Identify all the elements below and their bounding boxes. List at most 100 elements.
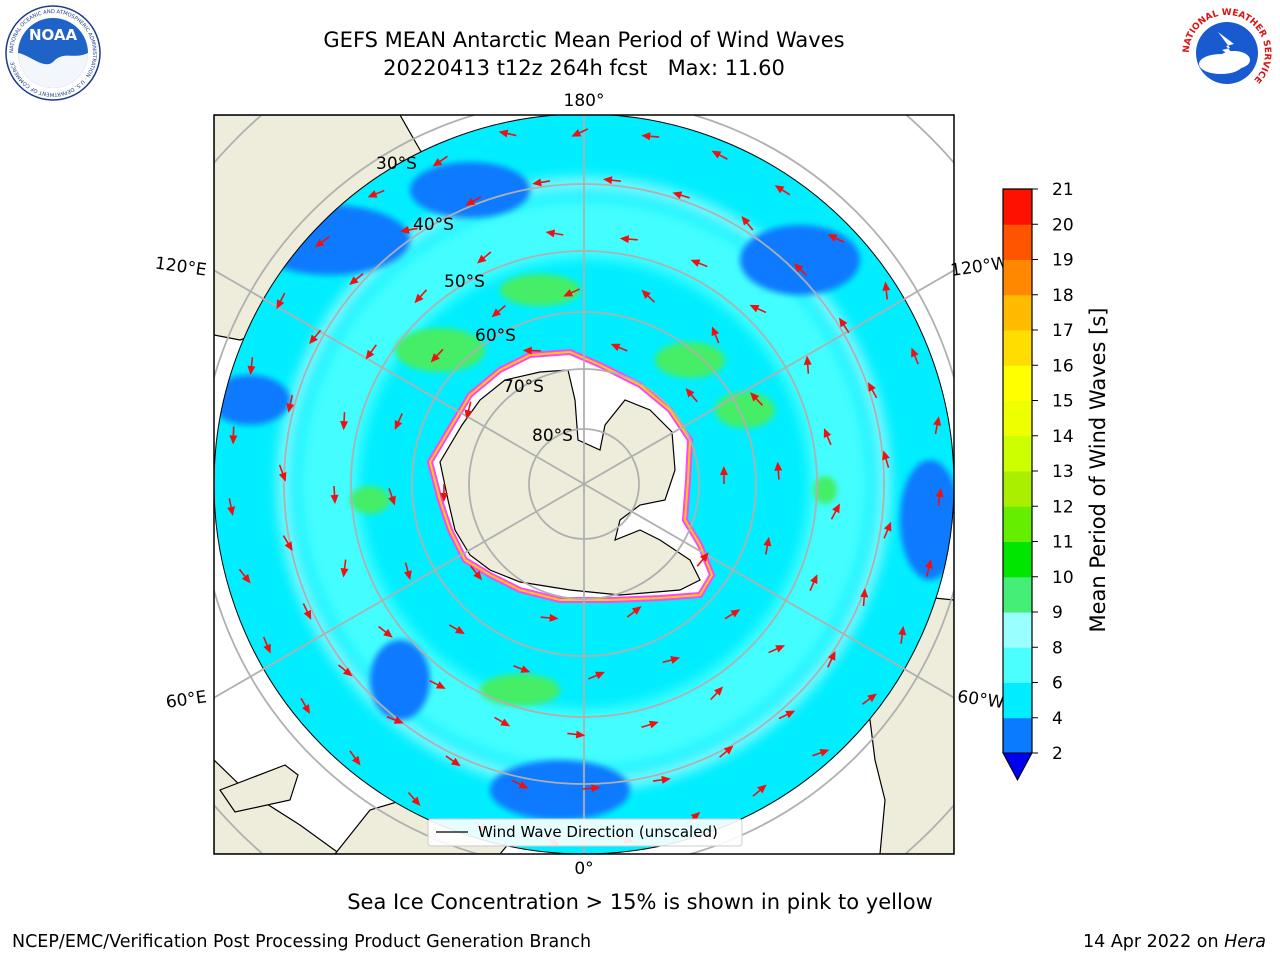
colorbar-tick-label: 10 [1052,568,1074,588]
wave-direction-arrowhead [641,132,651,141]
noaa-logo-icon: NOAA NATIONAL OCEANIC AND ATMOSPHERIC AD… [5,5,101,101]
wave-direction-arrowhead [314,238,325,248]
wave-direction-arrowhead [476,254,487,264]
lon-label-60e: 60°E [165,687,208,712]
wave-direction-arrowhead [435,681,446,689]
colorbar-tick-label: 16 [1052,356,1074,376]
colorbar-segment [1003,506,1032,542]
wave-direction-arrowhead [714,686,724,696]
lon-label-0: 0° [574,859,593,879]
map-legend: Wind Wave Direction (unscaled) [427,818,743,847]
wave-direction-arrowhead [383,628,393,638]
wave-direction-arrowhead [388,495,396,506]
colorbar-segment [1003,224,1032,260]
wave-direction-arrowhead [309,334,318,345]
wave-direction-arrowhead [404,570,412,581]
colorbar-label: Mean Period of Wind Waves [s] [1086,307,1110,633]
wave-direction-arrowhead [648,720,659,729]
wave-direction-arrowhead [827,650,836,661]
colorbar-segment [1003,294,1032,331]
colorbar-segment [1003,189,1032,225]
wave-direction-arrowhead [757,784,767,794]
colorbar-segment [1003,259,1032,296]
wave-direction-arrowhead [827,234,838,242]
wave-direction-arrowhead [602,176,613,185]
wave-direction-arrowhead [286,403,295,413]
wave-direction-arrowhead [365,349,375,360]
wave-direction-arrowhead [532,178,542,187]
footer-host: Hera [1224,932,1266,952]
wave-direction-arrowhead [498,129,509,138]
wave-direction-arrowhead [455,626,465,634]
colorbar-segment [1003,612,1032,648]
colorbar-segment [1003,330,1032,366]
wave-direction-arrowhead [690,259,701,267]
wave-direction-arrowhead [263,643,271,654]
wave-direction-arrowhead [545,229,556,238]
wave-direction-arrowhead [464,409,473,420]
wave-direction-arrowhead [367,190,378,198]
wave-direction-arrowhead [935,487,944,498]
wave-direction-arrowhead [571,129,582,137]
madagascar-land [219,764,299,813]
lat-label-50s: 50°S [444,272,485,292]
wave-direction-arrowhead [450,757,461,767]
wave-direction-arrowhead [520,665,531,673]
map-frame [213,114,955,855]
wave-direction-arrowhead [711,326,720,337]
colorbar-tick-label: 6 [1052,674,1063,694]
wave-direction-arrowhead [810,574,818,585]
wave-direction-arrowhead [763,536,772,547]
wave-direction-arrowhead [860,588,869,598]
wave-direction-arrowhead [278,471,287,482]
wave-direction-arrowhead [723,745,734,755]
wave-direction-arrowhead [832,503,840,514]
wave-direction-arrowhead [518,780,529,789]
colorbar-tick-label: 4 [1052,709,1063,729]
colorbar-tick-label: 17 [1052,321,1074,341]
wave-direction-arrowhead [619,235,630,244]
wave-direction-arrowhead [414,293,424,304]
wave-direction-arrowhead [330,494,339,504]
wave-direction-arrowhead [670,656,681,664]
wave-direction-arrowhead [711,150,722,159]
nws-logo-icon: NATIONAL WEATHER SERVICE [1180,6,1274,100]
wave-direction-arrowhead [229,435,238,445]
colorbar-tick-label: 12 [1052,497,1074,517]
colorbar: 2 4 6 8 9 10 11 12 13 14 15 16 17 18 19 20 21 [1002,180,1074,782]
wave-direction-arrowhead [430,353,440,363]
colorbar-tick-label: 18 [1052,286,1074,306]
wave-direction-arrowhead [750,392,760,402]
legend-label: Wind Wave Direction (unscaled) [478,823,718,841]
wave-direction-arrowhead [591,784,601,793]
wave-direction-arrowhead [819,748,830,757]
wave-direction-arrowhead [661,775,671,784]
wave-direction-arrowhead [911,347,919,358]
colorbar-segment [1003,647,1032,683]
wave-direction-arrowhead [439,492,448,502]
wave-direction-arrowhead [933,416,942,426]
colorbar-tick-label: 2 [1052,744,1063,764]
lat-label-70s: 70°S [503,377,544,397]
colorbar-tick-label: 8 [1052,638,1063,658]
wave-direction-arrowhead [284,541,293,552]
wave-direction-arrowhead [595,671,605,680]
colorbar-tick-label: 11 [1052,533,1074,553]
lat-label-80s: 80°S [532,426,573,446]
wave-direction-arrowhead [785,710,796,719]
colorbar-segment [1003,541,1032,578]
colorbar-segment [1003,682,1032,719]
wave-direction-arrowhead [867,382,876,392]
lon-label-60w: 60°W [956,687,1005,713]
wave-direction-arrowhead [399,225,410,234]
wave-direction-arrowhead [803,355,812,366]
wave-direction-arrowhead [432,158,443,167]
colorbar-tick-label: 21 [1052,180,1074,200]
colorbar-tick-label: 20 [1052,215,1074,235]
wave-direction-arrowhead [882,281,891,291]
graticule [214,115,954,854]
wave-direction-arrowhead [898,625,907,636]
plot-title: GEFS MEAN Antarctic Mean Period of Wind … [323,28,845,52]
lat-label-40s: 40°S [413,215,454,235]
wave-direction-arrowhead [690,811,701,821]
